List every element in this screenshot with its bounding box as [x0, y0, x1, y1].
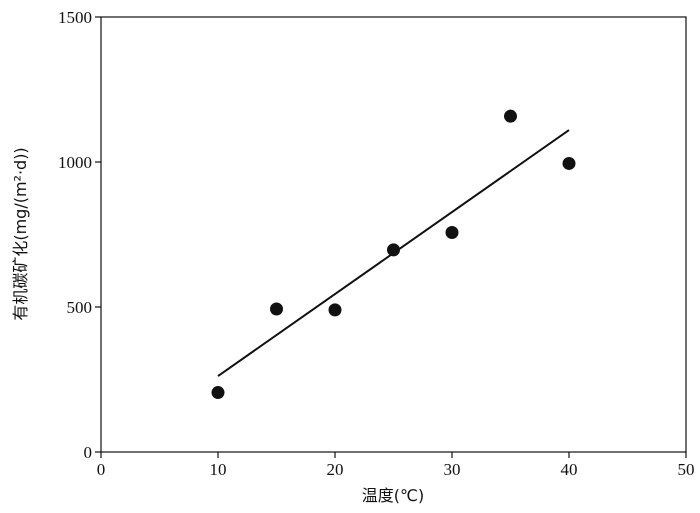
data-points	[211, 109, 576, 400]
data-point	[270, 302, 283, 316]
plot-frame	[100, 16, 687, 453]
x-tick-label: 30	[444, 460, 461, 479]
data-point	[211, 386, 225, 400]
x-tick-label: 10	[210, 460, 227, 479]
y-axis-label: 有机碳矿化(mg/(m²·d))	[11, 147, 30, 320]
x-tick-label: 40	[561, 460, 578, 479]
y-tick-label: 1500	[58, 8, 92, 27]
y-axis-ticks: 0 500 1000 1500	[58, 8, 101, 462]
y-tick-label: 500	[67, 298, 93, 317]
x-axis-ticks: 0 10 20 30 40 50	[97, 452, 695, 479]
y-tick-label: 0	[84, 443, 93, 462]
x-axis-label: 温度(℃)	[362, 486, 424, 505]
data-point	[387, 243, 400, 257]
data-point	[328, 303, 342, 317]
x-tick-label: 50	[678, 460, 695, 479]
data-point	[562, 156, 576, 170]
x-tick-label: 20	[327, 460, 344, 479]
data-point	[445, 225, 459, 239]
data-point	[504, 109, 517, 123]
y-tick-label: 1000	[58, 153, 92, 172]
x-tick-label: 0	[97, 460, 106, 479]
